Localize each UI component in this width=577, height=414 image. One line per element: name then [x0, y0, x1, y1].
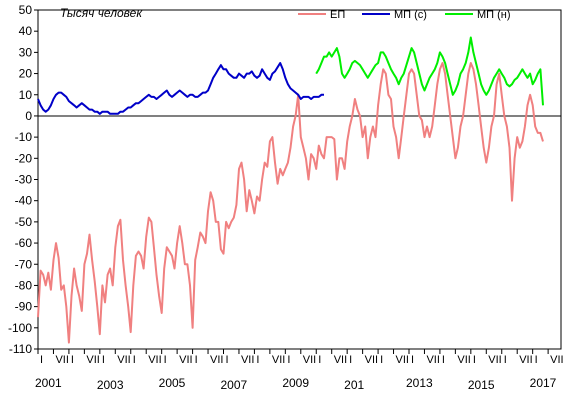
axes: 50 40 30 20 10 0 -10 -20 -30 -40 -50 -60 -70 -80 -90 -1…: [8, 3, 564, 392]
x-tick-label: VII: [396, 354, 409, 366]
series-line: [315, 36, 544, 106]
x-tick-label: VII: [179, 354, 192, 366]
x-tick-label: I: [133, 354, 136, 366]
year-label: 2007: [220, 378, 247, 392]
x-tick-label: VII: [457, 354, 470, 366]
year-label: 2009: [282, 376, 309, 390]
year-label: 2003: [97, 378, 124, 392]
y-tick-label: -10: [15, 130, 33, 144]
x-tick-label: VII: [365, 354, 378, 366]
legend-entry: МП (с): [394, 9, 427, 21]
x-tick-label: I: [164, 354, 167, 366]
y-tick-label: 20: [19, 67, 33, 81]
x-tick-label: VII: [117, 354, 130, 366]
y-tick-label: -40: [15, 194, 33, 208]
y-tick-label: 40: [19, 24, 33, 38]
x-tick-label: VII: [426, 354, 439, 366]
series-line: [37, 62, 544, 344]
x-tick-label: VII: [334, 354, 347, 366]
x-tick-label: VII: [86, 354, 99, 366]
x-tick-label: I: [535, 354, 538, 366]
x-tick-label: VII: [488, 354, 501, 366]
y-tick-label: 50: [19, 3, 33, 17]
x-tick-label: I: [256, 354, 259, 366]
y-tick-label: 10: [19, 88, 33, 102]
x-tick-label: VII: [241, 354, 254, 366]
x-tick-label: I: [504, 354, 507, 366]
year-label: 2017: [530, 376, 557, 390]
y-tick-label: -60: [15, 236, 33, 250]
series-line: [37, 62, 324, 115]
y-tick-label: -70: [15, 257, 33, 271]
legend-entry: МП (н): [477, 9, 511, 21]
series-lines: [37, 36, 544, 344]
x-tick-label: I: [411, 354, 414, 366]
y-tick-label: -50: [15, 215, 33, 229]
x-tick-label: I: [71, 354, 74, 366]
y-tick-label: -90: [15, 300, 33, 314]
x-tick-label: I: [195, 354, 198, 366]
x-tick-label: I: [287, 354, 290, 366]
x-tick-label: VII: [519, 354, 532, 366]
x-tick-label: I: [473, 354, 476, 366]
y-tick-label: -20: [15, 151, 33, 165]
y-tick-label: -80: [15, 278, 33, 292]
x-tick-label: I: [40, 354, 43, 366]
year-label: 2001: [35, 376, 62, 390]
x-tick-label: VII: [210, 354, 223, 366]
plot-frame: [37, 9, 562, 350]
legend-entry: ЕП: [330, 9, 345, 21]
y-tick-label: 0: [25, 109, 32, 123]
y-tick-label: 30: [19, 45, 33, 59]
x-tick-label: VII: [550, 354, 563, 366]
y-tick-label: -110: [9, 342, 32, 356]
unit-label: Тысяч человек: [60, 6, 143, 20]
x-tick-label: I: [318, 354, 321, 366]
x-tick-label: I: [380, 354, 383, 366]
x-tick-label: VII: [55, 354, 68, 366]
y-tick-label: -100: [8, 321, 32, 335]
year-label: 201: [344, 378, 364, 392]
legend: ЕП МП (с) МП (н): [298, 9, 511, 21]
x-tick-label: I: [102, 354, 105, 366]
x-tick-label: I: [225, 354, 228, 366]
x-tick-label: I: [349, 354, 352, 366]
x-tick-label: I: [442, 354, 445, 366]
x-tick-label: VII: [148, 354, 161, 366]
x-tick-label: VII: [303, 354, 316, 366]
x-tick-label: VII: [272, 354, 285, 366]
year-label: 2015: [468, 378, 495, 392]
y-tick-label: -30: [15, 173, 33, 187]
year-label: 2005: [159, 376, 186, 390]
year-label: 2013: [406, 376, 433, 390]
